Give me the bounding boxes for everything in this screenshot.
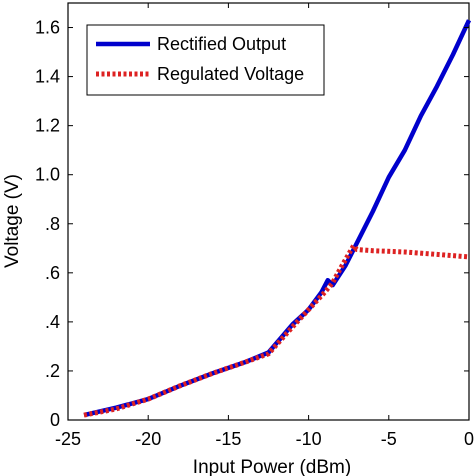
ticks-layer: -25 -20 -15 -10 -5 0 0 .2 .4 .6 .8 1.0 1.2 1.4 1.6 — [35, 3, 474, 449]
legend-label-1: Rectified Output — [157, 34, 286, 54]
x-tick-label: -10 — [296, 429, 322, 449]
series-layer — [83, 19, 472, 418]
x-tick-label: 0 — [464, 429, 474, 449]
legend-box — [86, 24, 325, 96]
y-tick-label: .6 — [45, 263, 60, 283]
x-tick-label: -15 — [215, 429, 241, 449]
x-tick-label: -20 — [135, 429, 161, 449]
y-tick-label: 1.2 — [35, 116, 60, 136]
legend: Rectified Output Regulated Voltage — [86, 24, 325, 96]
y-tick-label: 1.4 — [35, 67, 60, 87]
legend-label-2: Regulated Voltage — [157, 64, 304, 84]
x-tick-label: -5 — [381, 429, 397, 449]
y-tick-label: 1.6 — [35, 18, 60, 38]
y-tick-label: 1.0 — [35, 165, 60, 185]
series-line-2 — [83, 243, 470, 418]
y-tick-label: .4 — [45, 312, 60, 332]
y-tick-label: 0 — [50, 410, 60, 430]
x-tick-label: -25 — [55, 429, 81, 449]
y-tick-label: .2 — [45, 361, 60, 381]
y-tick-label: .8 — [45, 214, 60, 234]
y-axis-label: Voltage (V) — [2, 174, 23, 268]
x-axis-label: Input Power (dBm) — [193, 457, 351, 476]
